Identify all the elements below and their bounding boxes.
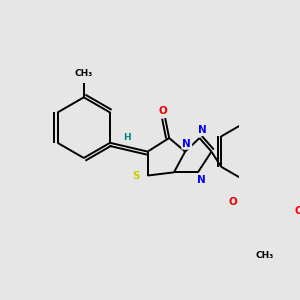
- Text: O: O: [158, 106, 167, 116]
- Text: O: O: [294, 206, 300, 216]
- Text: S: S: [133, 170, 140, 181]
- Text: N: N: [182, 139, 191, 148]
- Text: CH₃: CH₃: [75, 69, 93, 78]
- Text: H: H: [123, 133, 130, 142]
- Text: CH₃: CH₃: [256, 251, 274, 260]
- Text: N: N: [197, 175, 206, 184]
- Text: N: N: [198, 125, 207, 135]
- Text: O: O: [229, 197, 237, 207]
